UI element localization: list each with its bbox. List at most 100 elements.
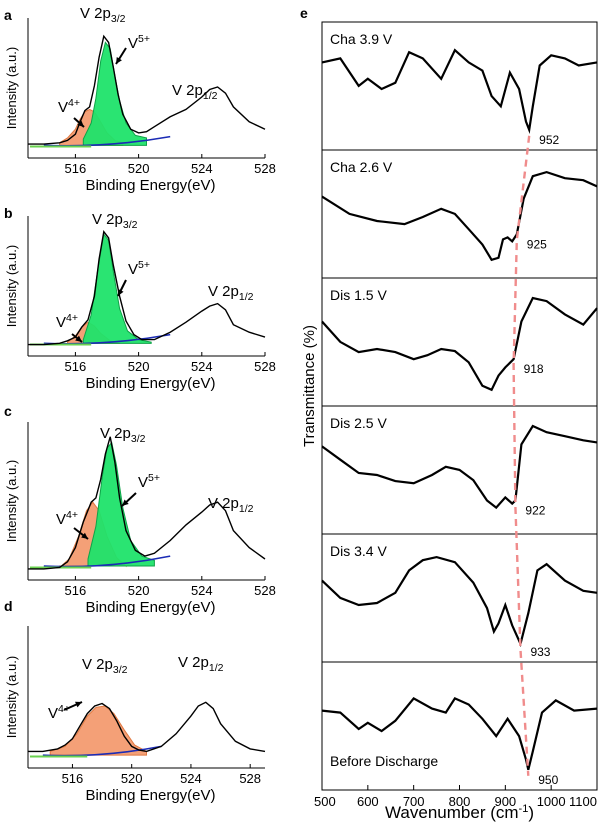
xps-d-v4-fill xyxy=(49,705,147,756)
ir-peak-label: 933 xyxy=(530,645,550,659)
ir-series-label: Dis 2.5 V xyxy=(330,415,387,431)
xps-c-v4-label-sup: 4+ xyxy=(66,509,78,521)
xps-b-v5-fill xyxy=(82,232,152,344)
xps-d-peak-secondary: V 2p1/2 xyxy=(178,654,224,674)
xps-c-v4-label-base: V xyxy=(56,511,66,528)
ir-xtick-label: 600 xyxy=(357,794,379,809)
xps-d-v4-arrow-head xyxy=(75,701,82,708)
xps-a-peak-main-sub: 3/2 xyxy=(111,13,126,25)
xps-a-xtick-label: 516 xyxy=(65,161,87,176)
ir-peak-label: 922 xyxy=(525,504,545,518)
xps-c-peak-secondary-base: V 2p xyxy=(208,495,239,512)
xps-b-v5-label: V5+ xyxy=(128,259,150,278)
xps-a-xlabel: Binding Energy(eV) xyxy=(85,177,215,194)
xps-a-v5-arrow-head xyxy=(116,57,122,64)
xps-b-v4-arrow-head xyxy=(75,335,82,342)
xps-b-v5-label-base: V xyxy=(128,261,138,278)
xps-a-v5-label: V5+ xyxy=(128,33,150,52)
ir-peak-label: 918 xyxy=(524,362,544,376)
xps-a-v4-label-base: V xyxy=(58,99,68,116)
ir-peak-label: 950 xyxy=(538,773,558,787)
xps-c-peak-main-base: V 2p xyxy=(100,425,131,442)
xps-a-v4-label: V4+ xyxy=(58,97,80,116)
ir-spectrum-line xyxy=(321,170,598,262)
xps-b-xtick-label: 516 xyxy=(65,359,87,374)
xps-d-data-line xyxy=(28,701,266,753)
xps-c-v4-arrow-head xyxy=(81,532,88,539)
xps-c-ylabel: Intensity (a.u.) xyxy=(4,460,19,542)
xps-c-xtick-label: 528 xyxy=(254,583,276,598)
xps-c-xtick-label: 520 xyxy=(128,583,150,598)
xps-b-ylabel: Intensity (a.u.) xyxy=(4,245,19,327)
xps-b-data-line xyxy=(28,230,266,346)
xps-a-v4-label-sup: 4+ xyxy=(68,97,80,109)
xps-b-panel-label: b xyxy=(4,205,13,221)
xps-a-v5-label-base: V xyxy=(128,35,138,52)
xps-c-peak-main: V 2p3/2 xyxy=(100,425,146,445)
xps-d-peak-main: V 2p3/2 xyxy=(82,656,128,676)
ir-series-label: Cha 3.9 V xyxy=(330,31,393,47)
xps-c-xlabel: Binding Energy(eV) xyxy=(85,599,215,616)
xps-a-xtick-label: 524 xyxy=(191,161,213,176)
xps-d-xtick-label: 516 xyxy=(62,771,84,786)
ir-xtick-label: 800 xyxy=(449,794,471,809)
xps-d-peak-main-sub: 3/2 xyxy=(113,664,128,676)
xps-c-v5-arrow-head xyxy=(122,499,129,506)
ir-xlabel: Wavenumber (cm-1) xyxy=(385,803,534,822)
xps-c-data-line xyxy=(28,436,266,570)
xps-c-peak-secondary-sub: 1/2 xyxy=(239,503,254,515)
xps-b-v4-label-base: V xyxy=(56,314,66,331)
xps-b-peak-secondary-sub: 1/2 xyxy=(239,291,254,303)
ir-xtick-label: 500 xyxy=(314,794,336,809)
xps-d-peak-main-base: V 2p xyxy=(82,656,113,673)
ir-series-label: Dis 1.5 V xyxy=(330,287,387,303)
ir-xtick-label: 1100 xyxy=(569,794,597,809)
xps-c-v4-label: V4+ xyxy=(56,509,78,528)
xps-a-peak-secondary-base: V 2p xyxy=(172,82,203,99)
xps-b-v4-label: V4+ xyxy=(56,312,78,331)
xps-b-peak-main-base: V 2p xyxy=(92,211,123,228)
xps-b-v5-label-sup: 5+ xyxy=(138,259,150,271)
xps-a-xtick-label: 520 xyxy=(128,161,150,176)
ir-spectrum-line xyxy=(321,424,598,510)
xps-c-background-line xyxy=(43,555,171,568)
xps-b-peak-secondary-base: V 2p xyxy=(208,283,239,300)
xps-d-ylabel: Intensity (a.u.) xyxy=(4,656,19,738)
ir-xlabel-tail: ) xyxy=(528,803,534,822)
ir-peak-label: 952 xyxy=(539,133,559,147)
xps-d-panel-label: d xyxy=(4,598,13,614)
xps-b-xtick-label: 520 xyxy=(128,359,150,374)
xps-d-peak-secondary-sub: 1/2 xyxy=(209,662,224,674)
xps-c-xtick-label: 516 xyxy=(65,583,87,598)
xps-c-peak-secondary: V 2p1/2 xyxy=(208,495,254,515)
xps-c-peak-main-sub: 3/2 xyxy=(131,433,146,445)
ir-xlabel-base: Wavenumber (cm xyxy=(385,803,519,822)
xps-a-ylabel: Intensity (a.u.) xyxy=(4,47,19,129)
xps-c-v5-label-base: V xyxy=(138,474,148,491)
ir-ylabel: Transmittance (%) xyxy=(301,325,318,447)
xps-b-v4-label-sup: 4+ xyxy=(66,312,78,324)
xps-b-xlabel: Binding Energy(eV) xyxy=(85,375,215,392)
ir-xtick-label: 1000 xyxy=(537,794,566,809)
xps-a-peak-secondary: V 2p1/2 xyxy=(172,82,218,102)
xps-d-xlabel: Binding Energy(eV) xyxy=(85,787,215,804)
xps-b-xtick-label: 528 xyxy=(254,359,276,374)
ir-series-label: Cha 2.6 V xyxy=(330,159,393,175)
xps-a-data-line xyxy=(28,34,266,145)
xps-d-xtick-label: 520 xyxy=(121,771,143,786)
xps-a-v5-label-sup: 5+ xyxy=(138,33,150,45)
ir-spectrum-line xyxy=(321,555,598,648)
ir-spectrum-line xyxy=(321,296,598,392)
ir-series-label: Before Discharge xyxy=(330,753,438,769)
ir-peak-label: 925 xyxy=(527,237,547,251)
xps-d-xtick-label: 524 xyxy=(180,771,202,786)
ir-spectrum-line xyxy=(321,696,598,771)
xps-b-peak-main: V 2p3/2 xyxy=(92,211,138,231)
xps-a-peak-main: V 2p3/2 xyxy=(80,5,126,25)
xps-d-v4-label-base: V xyxy=(48,705,58,722)
ir-trend-line xyxy=(512,135,531,776)
ir-xlabel-sup: -1 xyxy=(519,803,529,815)
ir-panel-label: e xyxy=(300,5,308,21)
xps-a-peak-main-base: V 2p xyxy=(80,5,111,22)
